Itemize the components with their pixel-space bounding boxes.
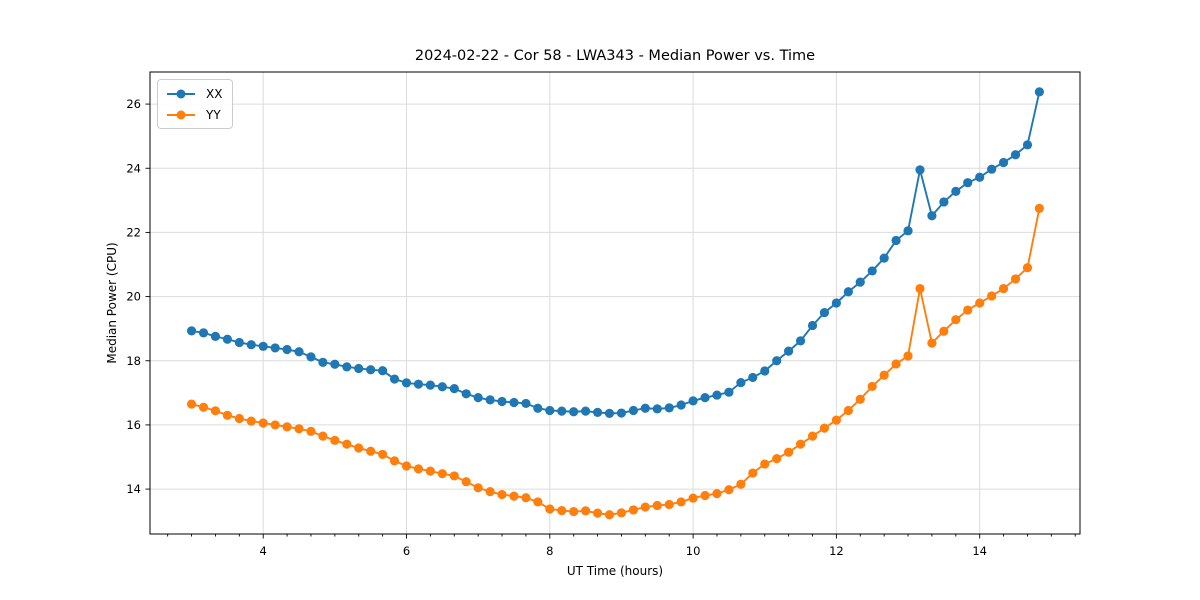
series-xx-markers: [186, 87, 1044, 418]
x-axis-label: UT Time (hours): [566, 564, 664, 578]
svg-text:10: 10: [686, 544, 701, 558]
svg-text:4: 4: [260, 544, 267, 558]
grid: [150, 72, 1080, 534]
svg-text:14: 14: [126, 482, 141, 496]
svg-text:18: 18: [126, 354, 141, 368]
axis-ticks: [145, 103, 1076, 539]
series-yy-markers: [186, 203, 1044, 520]
legend-marker-yy-icon: [167, 110, 195, 119]
plot-area-border: [149, 71, 1081, 535]
series-xx-line: [191, 91, 1041, 415]
y-axis-label: Median Power (CPU): [105, 242, 119, 364]
svg-text:14: 14: [972, 544, 987, 558]
chart-title: 2024-02-22 - Cor 58 - LWA343 - Median Po…: [414, 48, 816, 64]
svg-text:22: 22: [126, 225, 141, 239]
y-tick-labels: 14 16 18 20 22 24 26: [126, 97, 141, 496]
svg-text:20: 20: [126, 290, 141, 304]
legend: XX YY: [157, 79, 234, 129]
svg-text:16: 16: [126, 418, 141, 432]
svg-text:8: 8: [546, 544, 553, 558]
legend-item-xx: XX: [165, 84, 222, 103]
svg-text:24: 24: [126, 161, 141, 175]
legend-label-yy: YY: [206, 107, 221, 122]
svg-text:6: 6: [403, 544, 410, 558]
x-tick-labels: 4 6 8 10 12 14: [260, 544, 987, 558]
legend-marker-xx-icon: [167, 89, 195, 98]
legend-item-yy: YY: [165, 105, 222, 124]
legend-label-xx: XX: [206, 86, 223, 101]
svg-text:12: 12: [829, 544, 844, 558]
svg-text:26: 26: [126, 97, 141, 111]
